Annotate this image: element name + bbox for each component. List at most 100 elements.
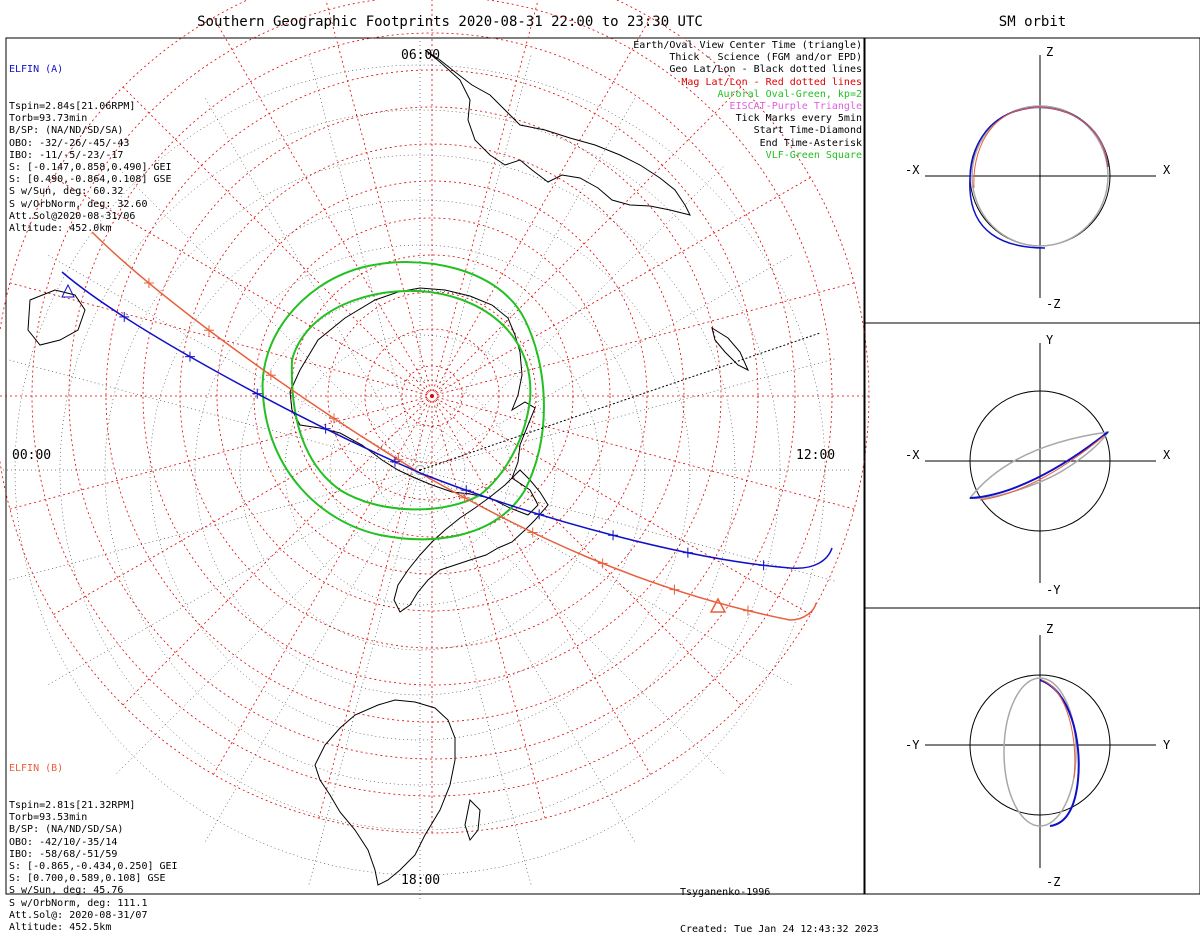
- mag-lat-circle: [68, 32, 796, 760]
- sm-panel-xy: Y -Y -X X: [905, 333, 1171, 597]
- geo-lon-line: [419, 254, 793, 471]
- mag-lon-line: [6, 395, 433, 511]
- mag-lon-line: [431, 14, 653, 397]
- info-line: Tspin=2.81s[21.32RPM]: [9, 800, 136, 812]
- legend-entry: Tick Marks every 5min: [735, 113, 862, 125]
- axis-label-right: X: [1163, 448, 1171, 462]
- info-line: Tspin=2.84s[21.06RPM]: [9, 101, 136, 113]
- legend-entry: VLF-Green Square: [765, 149, 862, 161]
- orbit-a: [969, 431, 1109, 499]
- legend-entry: Earth/Oval View Center Time (triangle): [633, 40, 862, 51]
- elfin-a-lines: Tspin=2.84s[21.06RPM] Torb=93.73min B/SP: …: [9, 101, 172, 235]
- mag-lon-line: [120, 84, 433, 397]
- geo-lon-line: [419, 165, 725, 471]
- geo-latlon-grid: [0, 40, 850, 900]
- mag-lon-line: [211, 395, 433, 778]
- sm-panel-xz: Z -Z -X X: [905, 45, 1171, 311]
- australia-outline: [424, 49, 691, 216]
- auroral-oval-outer: [261, 261, 545, 541]
- info-line: OBO: -32/-26/-45/-43: [9, 137, 130, 149]
- sm-panel-yz: Z -Z -Y Y: [905, 622, 1171, 889]
- info-line: Torb=93.53min: [9, 812, 88, 824]
- geo-lat-circle: [284, 334, 556, 606]
- mag-lon-line: [317, 395, 433, 822]
- geo-lat-circle: [149, 199, 691, 741]
- elfin-b-info: ELFIN (B) Tspin=2.81s[21.32RPM] Torb=93.5…: [9, 739, 178, 946]
- elfin-a-center-triangle: [61, 283, 75, 298]
- geo-lon-line: [204, 97, 421, 471]
- geo-lon-line: [4, 469, 421, 582]
- axis-label-left: -X: [905, 163, 920, 177]
- mag-lon-line: [211, 14, 433, 397]
- elfin-b-name: ELFIN (B): [9, 763, 64, 775]
- info-line: S w/OrbNorm, deg: 32.60: [9, 198, 148, 210]
- axis-label-top: Z: [1046, 45, 1053, 59]
- info-line: IBO: -58/68/-51/59: [9, 848, 118, 860]
- mag-latlon-grid: [0, 0, 872, 836]
- info-line: S: [0.700,0.589,0.108] GSE: [9, 873, 166, 885]
- info-line: S w/OrbNorm, deg: 111.1: [9, 897, 148, 909]
- info-line: B/SP: (NA/ND/SD/SA): [9, 125, 124, 137]
- geo-lon-line: [115, 469, 421, 775]
- geo-lat-circle: [104, 154, 736, 786]
- mag-lat-circle: [253, 217, 611, 575]
- new-zealand-outline: [711, 326, 750, 372]
- geo-lon-line: [308, 469, 421, 886]
- elfin-a-track: [61, 271, 833, 569]
- info-line: IBO: -11/-5/-23/-17: [9, 149, 124, 161]
- info-line: Torb=93.73min: [9, 113, 88, 125]
- axis-label-right: Y: [1163, 738, 1171, 752]
- footprint-map: 06:00 00:00 12:00 18:00 Z -Z -X X Y -Y -…: [0, 0, 1200, 900]
- mag-lon-line: [431, 281, 858, 397]
- geo-lon-line: [419, 469, 836, 582]
- axis-label-top: Z: [1046, 622, 1053, 636]
- info-line: S: [0.490,-0.864,0.108] GSE: [9, 174, 172, 186]
- elfin-a-info: ELFIN (A) Tspin=2.84s[21.06RPM] Torb=93.7…: [9, 40, 172, 247]
- elfin-b-ticks: [143, 278, 753, 616]
- mag-lat-circle: [327, 291, 537, 501]
- axis-label-bottom: -Y: [1046, 583, 1061, 597]
- axis-label-left: -Y: [905, 738, 920, 752]
- orbit-a: [1039, 679, 1080, 827]
- legend-entry: EISCAT-Purple Triangle: [729, 101, 862, 113]
- mag-lon-line: [50, 395, 433, 617]
- axis-label-top: Y: [1046, 333, 1054, 347]
- axis-label-bottom: -Z: [1046, 875, 1060, 889]
- mag-lon-line: [431, 395, 653, 778]
- mag-lon-line: [431, 0, 539, 397]
- geo-lat-circle: [329, 379, 511, 561]
- credit-created: Created: Tue Jan 24 12:43:32 2023: [680, 924, 879, 936]
- sm-panel-frame-2: [864, 322, 1200, 609]
- elfin-b-center-triangle: [709, 597, 727, 613]
- orbit-b: [1041, 679, 1076, 779]
- mag-lon-line: [431, 175, 814, 397]
- geo-lon-line: [419, 469, 793, 686]
- info-line: Att.Sol@: 2020-08-31/07: [9, 909, 148, 921]
- auroral-oval-inner: [290, 289, 532, 511]
- mag-lon-line: [431, 395, 744, 708]
- lt-label-right: 12:00: [796, 448, 835, 463]
- view-center-line: [419, 332, 821, 471]
- legend-entry: Thick - Science (FGM and/or EPD): [669, 52, 862, 64]
- mag-lon-line: [431, 84, 744, 397]
- geo-lon-line: [4, 358, 421, 471]
- south-america-outline: [393, 469, 549, 613]
- lt-label-left: 00:00: [12, 448, 51, 463]
- info-line: Altitude: 452.5km: [9, 922, 112, 934]
- credit-model: Tsyganenko-1996: [680, 887, 771, 899]
- elfin-b-lines: Tspin=2.81s[21.32RPM] Torb=93.53min B/SP: …: [9, 800, 178, 934]
- mag-lon-line: [50, 175, 433, 397]
- info-line: OBO: -42/10/-35/14: [9, 836, 118, 848]
- geo-lon-line: [419, 358, 836, 471]
- lt-label-bottom: 18:00: [401, 873, 440, 888]
- orbit-gray: [971, 105, 1109, 247]
- elfin-a-ticks: [119, 311, 769, 571]
- orbit-gray: [1003, 677, 1077, 827]
- info-line: B/SP: (NA/ND/SD/SA): [9, 824, 124, 836]
- mag-lon-line: [120, 395, 433, 708]
- orbit-b: [973, 106, 1109, 189]
- credit: Tsyganenko-1996 Created: Tue Jan 24 12:4…: [680, 863, 879, 948]
- madagascar-outline: [464, 798, 481, 842]
- info-line: S: [-0.865,-0.434,0.250] GEI: [9, 861, 178, 873]
- africa-outline: [314, 699, 456, 886]
